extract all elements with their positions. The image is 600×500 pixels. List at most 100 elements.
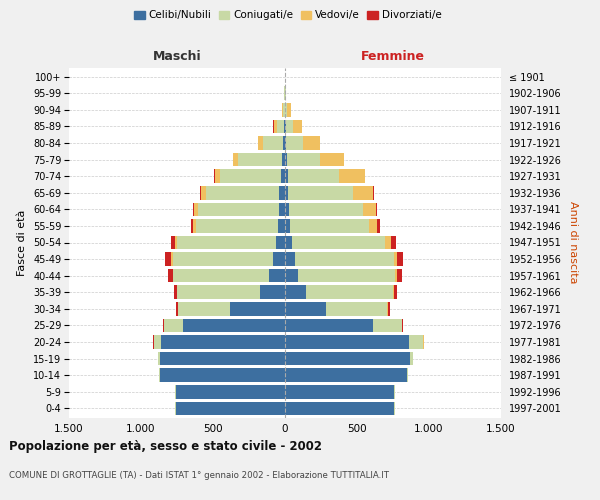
- Bar: [385, 236, 391, 250]
- Bar: [196, 219, 278, 232]
- Bar: [161, 335, 285, 349]
- Bar: [277, 120, 284, 133]
- Text: Maschi: Maschi: [152, 50, 202, 62]
- Bar: [169, 269, 173, 282]
- Y-axis label: Fasce di età: Fasce di età: [17, 210, 28, 276]
- Bar: [214, 170, 215, 183]
- Bar: [285, 170, 287, 183]
- Bar: [160, 352, 285, 366]
- Bar: [285, 120, 286, 133]
- Bar: [260, 286, 285, 299]
- Bar: [275, 236, 285, 250]
- Bar: [206, 186, 279, 200]
- Bar: [402, 318, 403, 332]
- Bar: [304, 136, 320, 150]
- Bar: [320, 153, 344, 166]
- Bar: [295, 252, 394, 266]
- Text: Femmine: Femmine: [361, 50, 425, 62]
- Bar: [285, 136, 286, 150]
- Bar: [298, 269, 395, 282]
- Bar: [363, 202, 376, 216]
- Bar: [160, 368, 285, 382]
- Bar: [287, 103, 290, 117]
- Bar: [173, 269, 269, 282]
- Legend: Celibi/Nubili, Coniugati/e, Vedovi/e, Divorziati/e: Celibi/Nubili, Coniugati/e, Vedovi/e, Di…: [130, 6, 446, 25]
- Bar: [158, 352, 160, 366]
- Bar: [282, 103, 283, 117]
- Bar: [176, 402, 285, 415]
- Bar: [285, 269, 298, 282]
- Bar: [173, 252, 273, 266]
- Bar: [394, 286, 397, 299]
- Bar: [173, 286, 176, 299]
- Bar: [193, 219, 196, 232]
- Bar: [289, 202, 363, 216]
- Bar: [285, 153, 287, 166]
- Bar: [284, 120, 285, 133]
- Bar: [326, 302, 387, 316]
- Bar: [376, 202, 377, 216]
- Bar: [293, 120, 302, 133]
- Bar: [368, 219, 377, 232]
- Bar: [407, 368, 408, 382]
- Bar: [200, 186, 201, 200]
- Bar: [373, 186, 374, 200]
- Bar: [409, 335, 423, 349]
- Bar: [183, 318, 285, 332]
- Bar: [177, 236, 275, 250]
- Bar: [233, 153, 238, 166]
- Bar: [281, 170, 285, 183]
- Bar: [230, 302, 285, 316]
- Bar: [194, 202, 198, 216]
- Bar: [340, 170, 365, 183]
- Bar: [285, 335, 409, 349]
- Bar: [306, 286, 393, 299]
- Bar: [353, 186, 373, 200]
- Bar: [289, 186, 353, 200]
- Bar: [285, 302, 326, 316]
- Bar: [283, 103, 284, 117]
- Bar: [269, 269, 285, 282]
- Bar: [171, 252, 173, 266]
- Bar: [395, 269, 397, 282]
- Bar: [285, 252, 295, 266]
- Bar: [163, 318, 164, 332]
- Bar: [285, 368, 407, 382]
- Bar: [397, 269, 402, 282]
- Bar: [170, 236, 175, 250]
- Bar: [178, 302, 230, 316]
- Bar: [286, 103, 287, 117]
- Bar: [410, 352, 413, 366]
- Bar: [393, 286, 394, 299]
- Bar: [290, 219, 368, 232]
- Bar: [285, 352, 410, 366]
- Bar: [177, 286, 260, 299]
- Bar: [285, 385, 394, 398]
- Text: Popolazione per età, sesso e stato civile - 2002: Popolazione per età, sesso e stato civil…: [9, 440, 322, 453]
- Bar: [201, 186, 206, 200]
- Bar: [278, 202, 285, 216]
- Y-axis label: Anni di nascita: Anni di nascita: [568, 201, 578, 283]
- Bar: [278, 219, 285, 232]
- Bar: [273, 252, 285, 266]
- Bar: [198, 202, 278, 216]
- Bar: [285, 219, 290, 232]
- Bar: [285, 286, 306, 299]
- Bar: [391, 236, 396, 250]
- Text: COMUNE DI GROTTAGLIE (TA) - Dati ISTAT 1° gennaio 2002 - Elaborazione TUTTITALIA: COMUNE DI GROTTAGLIE (TA) - Dati ISTAT 1…: [9, 470, 389, 480]
- Bar: [285, 202, 289, 216]
- Bar: [286, 120, 293, 133]
- Bar: [292, 236, 385, 250]
- Bar: [285, 186, 289, 200]
- Bar: [373, 318, 401, 332]
- Bar: [263, 136, 283, 150]
- Bar: [238, 153, 283, 166]
- Bar: [285, 318, 373, 332]
- Bar: [159, 368, 160, 382]
- Bar: [285, 236, 292, 250]
- Bar: [286, 136, 304, 150]
- Bar: [287, 153, 320, 166]
- Bar: [397, 252, 403, 266]
- Bar: [388, 302, 390, 316]
- Bar: [283, 136, 285, 150]
